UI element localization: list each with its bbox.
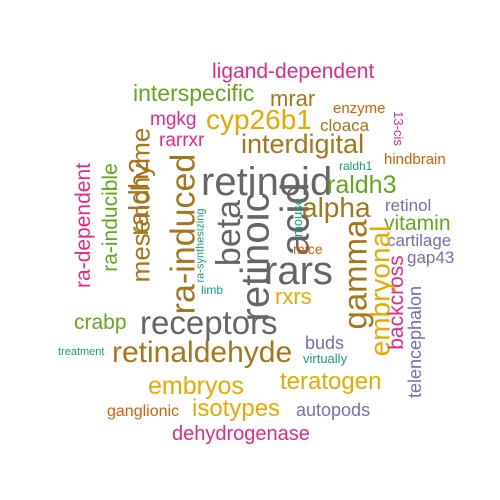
word-dehydrogenase: dehydrogenase (172, 423, 310, 445)
word-mgkg: mgkg (150, 109, 197, 130)
word-autopods: autopods (296, 400, 371, 420)
word-cyp26b1: cyp26b1 (206, 104, 312, 135)
word-rarrxr: rarrxr (159, 130, 205, 151)
word-raldh3: raldh3 (327, 171, 397, 199)
word-virtually: virtually (303, 351, 348, 366)
word-retinoid: retinoid (201, 160, 333, 204)
word-13-cis: 13-cis (390, 111, 406, 146)
word-ra-dependent: ra-dependent (71, 163, 95, 288)
word-rars: rars (264, 249, 333, 293)
word-ligand-dependent: ligand-dependent (212, 60, 375, 83)
word-ra-synthesizing: ra-synthesizing (194, 208, 207, 283)
word-treatment: treatment (58, 346, 105, 358)
word-mouse: mouse (290, 197, 306, 238)
word-telencephalon: telencephalon (405, 285, 426, 399)
word-mrar: mrar (270, 86, 316, 111)
word-limb: limb (201, 283, 224, 297)
word-buds: buds (305, 333, 345, 353)
word-interdigital: interdigital (241, 129, 365, 159)
word-ganglionic: ganglionic (107, 403, 180, 420)
word-rxrs: rxrs (275, 284, 312, 309)
word-enzyme: enzyme (333, 100, 386, 117)
word-mice: mice (293, 241, 323, 257)
word-raldh1: raldh1 (339, 159, 373, 173)
word-ra-inducible: ra-inducible (98, 163, 122, 272)
word-receptors: receptors (140, 304, 278, 341)
word-embryos: embryos (148, 372, 244, 400)
word-backcross: backcross (384, 255, 408, 350)
word-interspecific: interspecific (133, 80, 255, 106)
word-alpha: alpha (302, 192, 371, 223)
word-cloaca: cloaca (320, 116, 370, 135)
word-isotypes: isotypes (192, 395, 281, 422)
word-cartilage: cartilage (387, 231, 452, 250)
word-retinol: retinol (385, 196, 432, 215)
word-teratogen: teratogen (280, 368, 382, 395)
word-vitamin: vitamin (384, 212, 451, 235)
word-raldh2: raldh2 (122, 158, 154, 236)
word-hindbrain: hindbrain (384, 151, 446, 168)
word-crabp: crabp (74, 311, 127, 334)
word-retinaldehyde: retinaldehyde (112, 336, 293, 369)
word-gap43: gap43 (407, 248, 455, 267)
